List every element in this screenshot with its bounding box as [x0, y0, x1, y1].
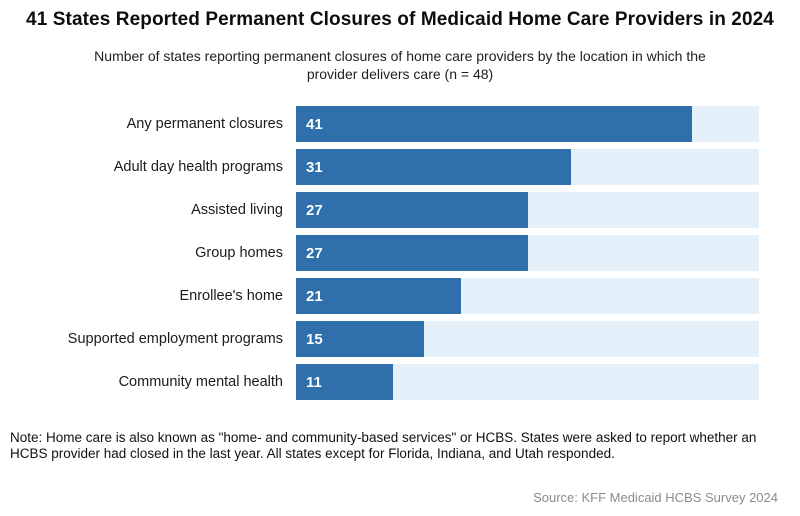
bar: 21	[296, 278, 461, 314]
bar: 15	[296, 321, 424, 357]
bar: 27	[296, 235, 528, 271]
category-label: Any permanent closures	[126, 116, 283, 132]
bar-row: Enrollee's home 21	[0, 278, 759, 314]
category-label: Enrollee's home	[179, 288, 283, 304]
bar-row: Community mental health 11	[0, 364, 759, 400]
bar-row: Adult day health programs 31	[0, 149, 759, 185]
bar-track: 31	[296, 149, 759, 185]
bar-track: 15	[296, 321, 759, 357]
chart-subtitle: Number of states reporting permanent clo…	[94, 48, 706, 82]
chart-note: Note: Home care is also known as "home- …	[10, 430, 757, 461]
chart-source: Source: KFF Medicaid HCBS Survey 2024	[533, 490, 778, 505]
bar-value-label: 27	[306, 244, 323, 262]
bar: 31	[296, 149, 572, 185]
bar-chart: Any permanent closures 41 Adult day heal…	[0, 106, 759, 400]
bar-value-label: 31	[306, 158, 323, 176]
bar-track: 27	[296, 235, 759, 271]
bar-track: 21	[296, 278, 759, 314]
bar: 41	[296, 106, 692, 142]
bar-value-label: 27	[306, 201, 323, 219]
category-label: Group homes	[195, 245, 283, 261]
bar: 11	[296, 364, 394, 400]
bar-value-label: 21	[306, 287, 323, 305]
bar-row: Supported employment programs 15	[0, 321, 759, 357]
bar-value-label: 41	[306, 115, 323, 133]
bar: 27	[296, 192, 528, 228]
bar-track: 27	[296, 192, 759, 228]
bar-row: Group homes 27	[0, 235, 759, 271]
bar-row: Assisted living 27	[0, 192, 759, 228]
bar-value-label: 11	[306, 373, 322, 391]
bar-track: 11	[296, 364, 759, 400]
chart-title: 41 States Reported Permanent Closures of…	[26, 9, 774, 30]
category-label: Supported employment programs	[67, 331, 283, 347]
category-label: Adult day health programs	[113, 159, 283, 175]
bar-value-label: 15	[306, 330, 323, 348]
bar-row: Any permanent closures 41	[0, 106, 759, 142]
category-label: Assisted living	[191, 202, 283, 218]
category-label: Community mental health	[118, 374, 283, 390]
bar-track: 41	[296, 106, 759, 142]
